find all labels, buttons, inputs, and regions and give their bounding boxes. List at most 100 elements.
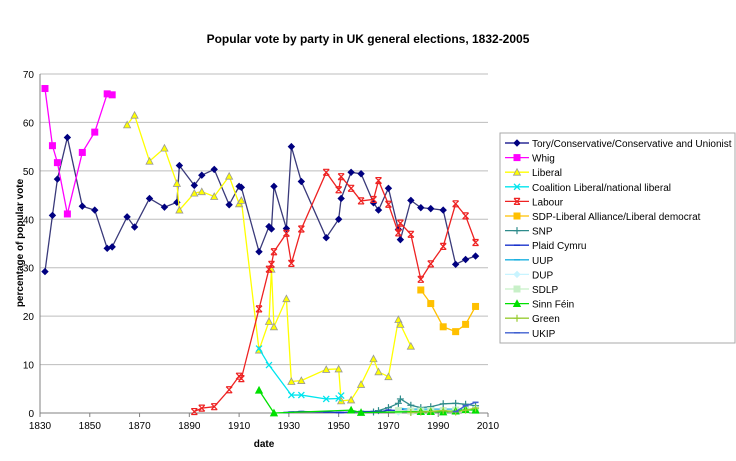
data-point xyxy=(407,196,415,205)
data-point xyxy=(347,168,355,177)
data-point xyxy=(41,267,49,276)
legend-marker xyxy=(513,285,521,293)
data-point xyxy=(53,175,62,183)
legend-label: SNP xyxy=(532,227,553,238)
data-point xyxy=(394,399,402,407)
data-point xyxy=(224,171,234,180)
legend-label: SDLP xyxy=(532,285,558,296)
data-point xyxy=(255,345,263,353)
data-point xyxy=(357,197,365,205)
data-point xyxy=(452,328,460,336)
data-point xyxy=(175,205,184,214)
legend-marker xyxy=(513,227,521,235)
data-point xyxy=(282,294,291,303)
y-tick-label: 70 xyxy=(23,70,35,81)
data-point xyxy=(334,215,343,223)
data-point xyxy=(322,365,331,373)
data-point xyxy=(451,260,460,269)
data-point xyxy=(337,173,345,181)
legend-label: Liberal xyxy=(532,168,562,179)
data-point xyxy=(335,186,343,194)
x-tick-label: 1850 xyxy=(79,421,102,432)
legend-label: UKIP xyxy=(532,329,556,340)
data-point xyxy=(369,354,378,363)
data-point xyxy=(198,171,206,179)
data-point xyxy=(267,225,276,233)
legend-marker xyxy=(513,314,521,322)
data-point xyxy=(287,142,296,151)
x-tick-label: 1970 xyxy=(377,421,400,432)
x-tick-label: 1930 xyxy=(278,421,301,432)
legend: Tory/Conservative/Conservative and Union… xyxy=(499,132,736,344)
data-point xyxy=(160,143,169,152)
x-tick-label: 2010 xyxy=(477,421,500,432)
legend-item: Liberal xyxy=(505,167,562,179)
data-point xyxy=(270,248,278,256)
data-point xyxy=(108,243,116,251)
chart-title: Popular vote by party in UK general elec… xyxy=(207,32,530,46)
data-point xyxy=(374,367,383,376)
legend-item: Whig xyxy=(505,154,555,165)
data-point xyxy=(63,133,72,142)
data-point xyxy=(265,265,273,273)
legend-label: Green xyxy=(532,314,560,325)
y-tick-label: 60 xyxy=(23,118,35,129)
gridlines xyxy=(40,73,488,366)
legend-label: Labour xyxy=(532,197,564,208)
data-point xyxy=(471,252,480,260)
data-point xyxy=(462,406,470,414)
y-axis-label: percentage of popular vote xyxy=(15,178,26,307)
legend-label: SDP-Liberal Alliance/Liberal democrat xyxy=(532,212,701,223)
data-point xyxy=(255,248,263,256)
y-tick-label: 0 xyxy=(28,409,34,420)
data-point xyxy=(175,161,184,170)
data-point xyxy=(78,202,87,210)
legend-item: DUP xyxy=(505,270,553,281)
data-point xyxy=(357,170,365,178)
data-point xyxy=(255,305,263,313)
legend-item: SNP xyxy=(505,227,553,238)
legend-item: UUP xyxy=(505,256,553,267)
data-point xyxy=(237,183,246,192)
legend-marker xyxy=(513,139,521,147)
data-point xyxy=(48,211,57,220)
data-point xyxy=(130,223,139,231)
data-point xyxy=(108,91,116,99)
data-point xyxy=(130,110,139,119)
data-point xyxy=(427,300,435,308)
data-point xyxy=(190,188,199,197)
data-point xyxy=(406,341,416,350)
data-point xyxy=(78,148,86,156)
data-point xyxy=(297,376,306,384)
data-point xyxy=(287,391,295,399)
y-tick-label: 10 xyxy=(23,361,35,372)
data-point xyxy=(427,408,435,416)
legend-marker xyxy=(513,212,521,220)
data-point xyxy=(265,361,273,369)
data-point xyxy=(160,203,169,211)
data-point xyxy=(356,380,366,388)
data-point xyxy=(270,182,278,191)
data-point xyxy=(462,320,470,328)
data-point xyxy=(264,317,274,325)
data-point xyxy=(472,302,480,310)
legend-marker xyxy=(513,183,521,191)
x-tick-label: 1950 xyxy=(328,421,351,432)
data-point xyxy=(287,259,295,267)
data-point xyxy=(384,372,393,381)
series-labour xyxy=(190,168,479,416)
data-point xyxy=(269,322,279,331)
y-tick-label: 30 xyxy=(23,264,35,275)
plot-area xyxy=(41,85,480,417)
data-point xyxy=(375,176,382,185)
data-point xyxy=(334,364,343,373)
data-point xyxy=(254,385,264,394)
data-point xyxy=(287,377,296,385)
data-point xyxy=(53,159,61,167)
data-point xyxy=(396,235,405,244)
legend-marker xyxy=(512,299,522,308)
data-point xyxy=(407,409,415,417)
data-point xyxy=(347,184,355,192)
data-point xyxy=(394,229,402,237)
